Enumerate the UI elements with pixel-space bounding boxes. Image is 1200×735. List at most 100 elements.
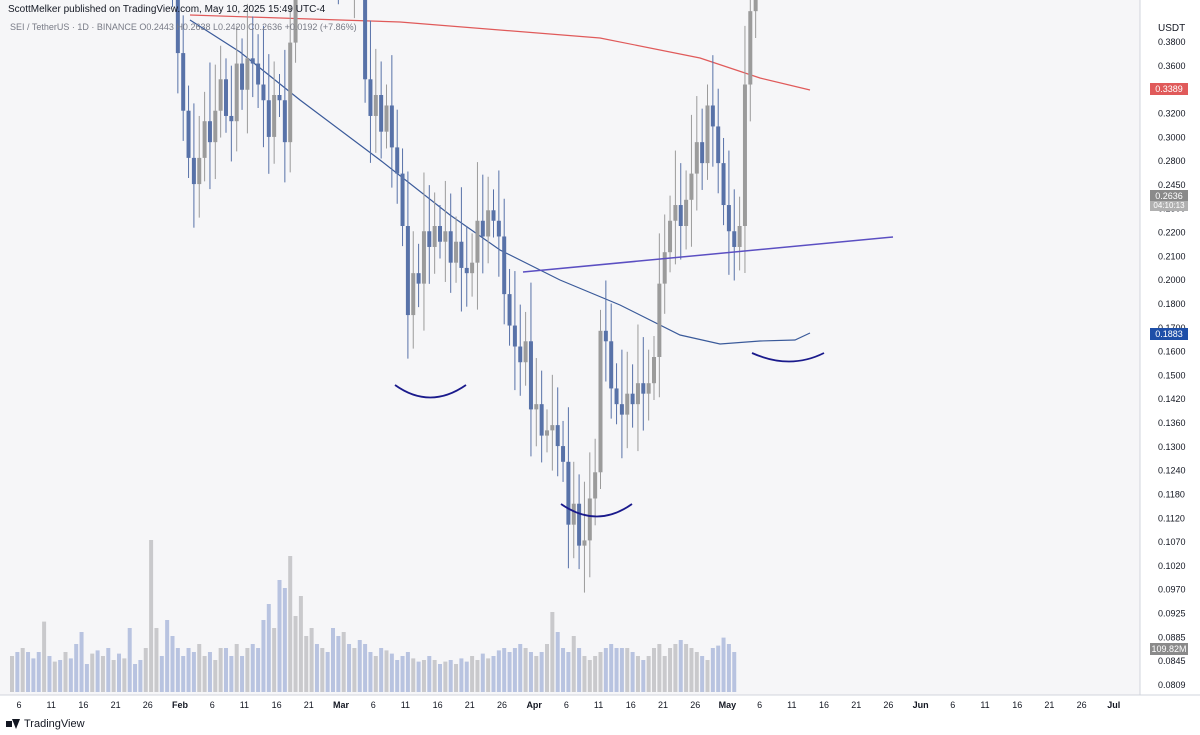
candle xyxy=(577,474,582,570)
volume-bar xyxy=(149,540,154,692)
candle-body xyxy=(486,210,491,237)
candle xyxy=(587,452,592,578)
volume-bar xyxy=(561,648,566,692)
candle xyxy=(491,189,496,238)
candle xyxy=(598,309,603,490)
y-tick-label: 0.1240 xyxy=(1158,466,1186,476)
candle xyxy=(668,195,673,273)
volume-bar xyxy=(373,656,378,692)
volume-bar xyxy=(411,658,416,692)
x-tick-label: Apr xyxy=(526,700,542,710)
volume-bar xyxy=(721,637,726,692)
candle xyxy=(502,198,507,325)
candle-body xyxy=(678,205,683,226)
candle xyxy=(266,54,271,174)
candle-body xyxy=(272,95,277,137)
x-tick-label: 6 xyxy=(564,700,569,710)
candle-body xyxy=(218,79,223,111)
x-tick-label: 26 xyxy=(690,700,700,710)
volume-bar xyxy=(577,648,582,692)
y-tick-label: 0.1500 xyxy=(1158,370,1186,380)
volume-bar xyxy=(90,653,95,692)
ma-fast-line xyxy=(189,19,811,345)
volume-bar xyxy=(154,628,159,692)
volume-bar xyxy=(250,644,255,692)
candle xyxy=(202,91,207,182)
volume-bar xyxy=(111,660,116,692)
candle-body xyxy=(454,241,459,263)
candle xyxy=(288,4,293,173)
volume-bar xyxy=(229,656,234,692)
volume-bar xyxy=(207,652,212,692)
candle xyxy=(459,187,464,312)
volume-bar xyxy=(106,648,111,692)
candle-body xyxy=(742,84,747,227)
volume-bar xyxy=(272,628,277,692)
candle xyxy=(742,25,747,273)
x-tick-label: 11 xyxy=(980,700,989,710)
volume-bar xyxy=(678,640,683,692)
volume-bar xyxy=(357,640,362,692)
candle-body xyxy=(261,84,266,101)
volume-bar xyxy=(15,652,20,692)
x-tick-label: 6 xyxy=(757,700,762,710)
x-tick-label: 21 xyxy=(658,700,668,710)
ma-fast-price-badge: 0.1883 xyxy=(1150,328,1188,340)
x-tick-label: 16 xyxy=(626,700,636,710)
candle-body xyxy=(625,393,630,415)
volume-bar xyxy=(282,588,287,692)
volume-bar xyxy=(684,644,689,692)
candle xyxy=(512,271,517,391)
candle-body xyxy=(630,393,635,405)
y-tick-label: 0.1700 xyxy=(1158,323,1186,333)
volume-bar xyxy=(689,648,694,692)
candle-body xyxy=(566,461,571,525)
candle xyxy=(207,62,212,190)
x-tick-label: 11 xyxy=(47,700,56,710)
x-tick-label: 11 xyxy=(240,700,249,710)
candle xyxy=(389,55,394,188)
candle xyxy=(234,25,239,152)
candle-body xyxy=(726,205,731,232)
y-tick-label: 0.1300 xyxy=(1158,442,1186,452)
y-tick-label: 0.2200 xyxy=(1158,228,1186,238)
candle-body xyxy=(379,95,384,132)
candle xyxy=(518,304,523,396)
x-tick-label: 21 xyxy=(851,700,861,710)
y-tick-label: 0.1180 xyxy=(1158,489,1185,499)
volume-bar xyxy=(694,652,699,692)
candle-body xyxy=(614,388,619,405)
volume-bar xyxy=(545,644,549,692)
y-tick-label: 0.1420 xyxy=(1158,394,1186,404)
volume-bar xyxy=(603,648,608,692)
volume-bar xyxy=(395,660,400,692)
volume-bar xyxy=(400,656,405,692)
candle xyxy=(609,303,614,419)
volume-bar xyxy=(363,644,368,692)
candle-body xyxy=(684,199,689,226)
volume-bar xyxy=(336,636,341,692)
candle-body xyxy=(421,231,426,284)
tradingview-footer[interactable]: TradingView xyxy=(6,718,85,730)
volume-bar xyxy=(438,664,442,692)
volume-bar xyxy=(534,656,539,692)
volume-bar xyxy=(293,616,298,692)
candle xyxy=(405,171,410,359)
candle-body xyxy=(266,100,271,137)
candle-body xyxy=(240,63,245,90)
candle xyxy=(732,189,737,281)
candle xyxy=(197,115,202,218)
volume-bar xyxy=(298,596,303,692)
y-tick-label: 0.3000 xyxy=(1158,132,1186,142)
x-tick-label: 16 xyxy=(78,700,88,710)
candle xyxy=(486,176,491,264)
volume-bar xyxy=(646,656,651,692)
candle xyxy=(400,148,405,247)
candle-body xyxy=(545,430,549,436)
volume-bar xyxy=(512,648,517,692)
volume-bar xyxy=(58,660,63,692)
volume-bar xyxy=(421,660,426,692)
x-tick-label: 26 xyxy=(883,700,893,710)
volume-bar xyxy=(186,648,191,692)
